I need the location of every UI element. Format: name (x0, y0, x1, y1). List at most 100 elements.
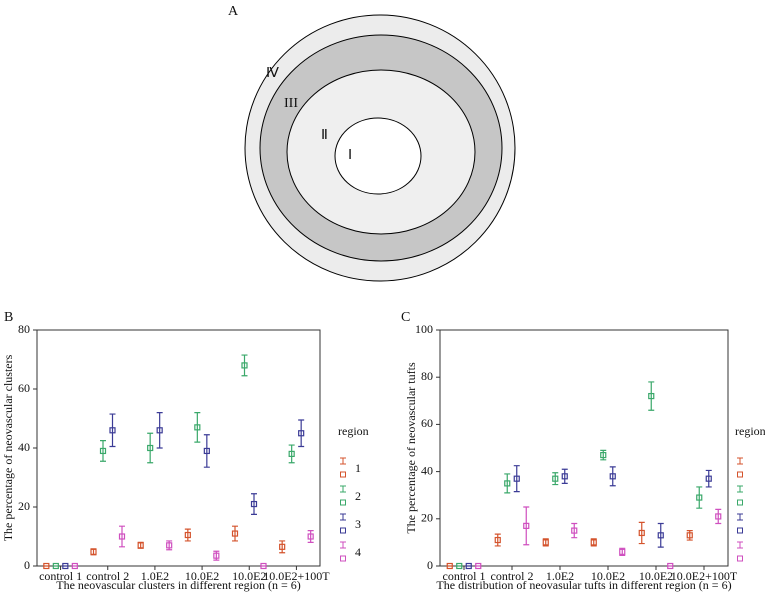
mean-marker (288, 450, 295, 457)
mean-marker (71, 562, 78, 570)
mean-marker (513, 475, 520, 482)
mean-marker (43, 562, 50, 570)
legend-symbol (340, 471, 346, 478)
mean-marker (686, 532, 693, 539)
legend-symbol (737, 499, 743, 506)
error-bar (686, 530, 693, 541)
mean-marker (213, 552, 220, 559)
error-bar (609, 466, 616, 487)
mean-marker (184, 531, 191, 539)
error-bar (523, 506, 530, 546)
mean-marker (571, 527, 578, 534)
error-bar (696, 486, 703, 509)
legend-label: 1 (355, 461, 361, 475)
error-bar (600, 449, 607, 461)
region-label: Ⅰ (348, 148, 352, 163)
legend-title: region (735, 424, 765, 438)
legend-title: region (338, 424, 369, 438)
mean-marker (590, 539, 597, 546)
mean-marker (657, 532, 664, 539)
plot-frame (36, 329, 321, 567)
mean-marker (99, 447, 107, 455)
mean-marker (504, 480, 511, 487)
region-label: Ⅳ (266, 66, 279, 81)
mean-marker (250, 500, 258, 508)
y-tick-label: 40 (421, 463, 433, 477)
error-bar (241, 354, 248, 377)
error-bar (552, 472, 559, 486)
y-tick-label: 100 (415, 322, 433, 336)
x-tick-label: control 2 (491, 569, 534, 583)
mean-marker (118, 533, 126, 540)
legend-label: 4 (355, 545, 361, 559)
region-i (334, 117, 422, 195)
x-tick-label: 1.0E2 (141, 569, 169, 583)
error-bar (232, 525, 238, 542)
error-bar (100, 440, 106, 462)
x-axis-title: The neovascular clusters in different re… (56, 578, 300, 592)
error-bar (156, 412, 163, 449)
mean-marker (147, 444, 154, 452)
mean-marker (166, 542, 173, 549)
legend-symbol (737, 485, 743, 493)
mean-marker (705, 475, 712, 482)
x-tick-label: control 1 (443, 569, 486, 583)
x-tick-label: 10.0E2+100T (263, 569, 330, 583)
mean-marker (52, 562, 59, 570)
x-tick-label: 10.0E2 (185, 569, 219, 583)
mean-marker (494, 536, 501, 544)
mean-marker (561, 473, 568, 480)
error-bar (109, 413, 116, 448)
error-bar (561, 468, 568, 484)
legend-symbol (340, 457, 346, 465)
x-tick-label: 10.0E2 (232, 569, 266, 583)
error-bar (657, 522, 664, 548)
mean-marker (542, 539, 549, 546)
mean-marker (475, 562, 482, 570)
mean-marker (552, 475, 559, 482)
x-tick-label: 10.0E2+100T (671, 569, 738, 583)
mean-marker (696, 494, 703, 501)
legend-symbol (340, 555, 346, 562)
mean-marker (194, 424, 201, 431)
mean-marker (609, 473, 616, 480)
legend-symbol (340, 527, 346, 534)
mean-marker (619, 548, 626, 555)
y-tick-label: 0 (427, 558, 433, 572)
mean-marker (523, 522, 530, 529)
mean-marker (600, 451, 607, 459)
mean-marker (241, 362, 248, 369)
legend-symbol (737, 513, 743, 521)
mean-marker (156, 427, 163, 434)
mean-marker (307, 533, 314, 540)
legend-symbol (737, 527, 743, 534)
error-bar (307, 530, 314, 543)
y-axis-title: The percentage of neovascular tufts (404, 362, 418, 534)
error-bar (194, 412, 201, 443)
x-tick-label: 1.0E2 (546, 569, 574, 583)
mean-marker (456, 562, 463, 570)
mean-marker (62, 562, 69, 570)
error-bar (638, 521, 645, 545)
y-tick-label: 60 (18, 381, 30, 395)
x-axis-title: The distribution of neovasular tufts in … (436, 578, 731, 592)
mean-marker (298, 430, 305, 437)
legend-symbol (340, 541, 346, 549)
plot-frame (439, 329, 729, 567)
legend-symbol (737, 457, 743, 465)
mean-marker (137, 542, 144, 549)
x-tick-label: 10.0E2 (639, 569, 673, 583)
y-tick-label: 40 (18, 440, 30, 454)
mean-marker (715, 513, 722, 520)
y-tick-label: 20 (18, 499, 30, 513)
mean-marker (231, 530, 239, 537)
error-bar (648, 381, 655, 411)
error-bar (705, 469, 712, 488)
error-bar (184, 528, 191, 542)
mean-marker (446, 562, 453, 570)
legend-symbol (737, 471, 743, 478)
y-tick-label: 60 (421, 416, 433, 430)
error-bar (279, 540, 286, 554)
panel-label: A (228, 4, 239, 19)
error-bar (203, 434, 210, 468)
